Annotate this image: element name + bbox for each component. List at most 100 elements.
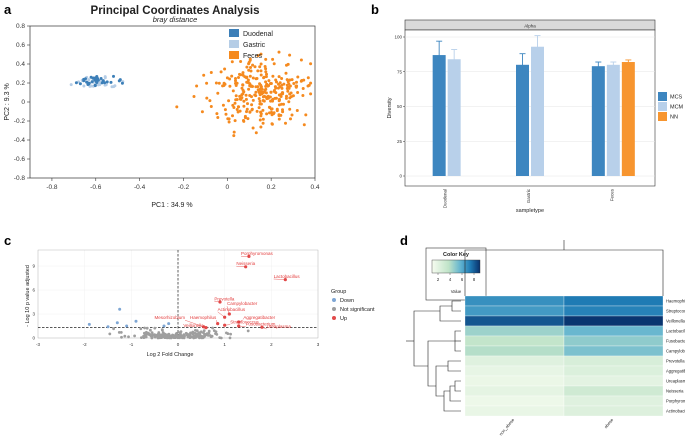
pcoa-point-feces [221, 84, 225, 88]
pcoa-point-feces [295, 109, 299, 112]
pcoa-point-feces [280, 102, 283, 106]
pcoa-ytick-label: -0.8 [14, 175, 26, 182]
pcoa-point-feces [230, 60, 234, 64]
pcoa-point-feces [215, 112, 219, 116]
pcoa-point-feces [277, 114, 281, 118]
pcoa-point-feces [233, 119, 237, 123]
row-dendrogram-branch [439, 305, 461, 322]
pcoa-point-feces [274, 78, 278, 82]
heatmap-row-label: Fusobacterium [666, 339, 685, 344]
pcoa-point-feces [269, 107, 273, 111]
heatmap-row-label: Neisseria [666, 389, 684, 394]
pcoa-point-feces [265, 72, 268, 76]
pcoa-point-feces [269, 82, 273, 85]
alpha-ytick-label: 75 [397, 69, 403, 74]
pcoa-point-feces [270, 122, 274, 126]
volcano-label-leader [236, 266, 246, 267]
volcano-point-not-significant [178, 331, 182, 335]
row-dendrogram-branch [449, 385, 461, 402]
pcoa-point-feces [265, 112, 269, 116]
pcoa-point-feces [270, 113, 274, 117]
pcoa-point-feces [227, 99, 231, 103]
alpha-ytick-label: 100 [394, 35, 402, 40]
pcoa-point-duodenal [105, 80, 109, 84]
pcoa-point-duodenal [100, 81, 104, 85]
heatmap-cell-ureaplasma-non_obese [464, 375, 565, 387]
pcoa-point-feces [268, 111, 271, 115]
pcoa-point-feces [269, 90, 273, 94]
pcoa-point-feces [228, 77, 232, 81]
pcoa-point-feces [289, 117, 292, 121]
pcoa-point-feces [288, 53, 292, 57]
volcano-point-label: Lactobacillus [274, 274, 301, 279]
pcoa-point-duodenal [84, 77, 87, 81]
pcoa-point-feces [259, 83, 263, 87]
volcano-point-label: Mesorhizobium [154, 315, 185, 320]
volcano-point-up [237, 320, 241, 324]
pcoa-xtick-label: 0.2 [267, 184, 276, 191]
pcoa-point-feces [241, 88, 245, 92]
legend-swatch-mcm [658, 102, 667, 111]
pcoa-point-feces [205, 96, 209, 100]
pcoa-point-feces [247, 87, 251, 91]
legend-label-mcm: MCM [670, 105, 684, 111]
pcoa-point-feces [251, 98, 255, 102]
pcoa-point-feces [232, 134, 236, 138]
pcoa-point-feces [292, 82, 296, 85]
pcoa-point-feces [261, 117, 265, 121]
pcoa-point-feces [241, 73, 245, 77]
volcano-point-not-significant [119, 331, 123, 334]
pcoa-point-feces [239, 73, 243, 77]
volcano-point-not-significant [108, 332, 112, 336]
pcoa-point-feces [242, 119, 246, 123]
heatmap-cell-streptococcus-non_obese [464, 305, 565, 317]
volcano-point-not-significant [144, 335, 148, 339]
volcano-ytick-label: 9 [32, 264, 35, 269]
heatmap-row-label: Aggregatibacter [666, 369, 685, 374]
volcano-point-not-significant [183, 334, 186, 338]
panel-a-pcoa: a Principal Coordinates Analysis bray di… [4, 2, 320, 209]
volcano-point-not-significant [153, 333, 156, 336]
pcoa-point-feces [246, 117, 250, 121]
volcano-point-down [106, 325, 110, 329]
alpha-xtick-label: Duodenal [443, 189, 448, 208]
pcoa-point-feces [271, 74, 275, 78]
alpha-xtick-label: Gastric [526, 188, 531, 203]
pcoa-point-feces [271, 57, 275, 61]
pcoa-point-feces [259, 69, 263, 73]
pcoa-point-feces [275, 107, 279, 111]
volcano-point-label: Fusobacterium [246, 322, 276, 327]
volcano-point-down [115, 321, 119, 325]
volcano-point-down [87, 322, 91, 326]
alpha-bar-mcm-gastric [531, 46, 544, 177]
volcano-xtick-label: -2 [83, 342, 87, 347]
pcoa-point-feces [223, 82, 227, 86]
heatmap-cell-streptococcus-obese [563, 305, 664, 317]
volcano-point-not-significant [150, 336, 154, 340]
pcoa-point-feces [267, 105, 271, 109]
pcoa-point-feces [237, 76, 240, 79]
pcoa-point-feces [231, 89, 235, 93]
pcoa-point-feces [257, 106, 261, 110]
pcoa-point-feces [261, 95, 265, 99]
pcoa-point-feces [223, 67, 227, 71]
pcoa-point-duodenal [112, 74, 115, 78]
pcoa-point-duodenal [78, 82, 82, 86]
pcoa-point-feces [232, 130, 236, 134]
volcano-point-not-significant [174, 335, 177, 339]
legend-label-not-significant: Not significant [340, 307, 375, 313]
pcoa-point-feces [230, 74, 234, 78]
heatmap-cell-actinobacillus-non_obese [464, 405, 565, 417]
volcano-label-leader [226, 306, 230, 315]
pcoa-point-feces [226, 117, 230, 121]
pcoa-point-feces [257, 88, 261, 92]
heatmap-column-label: non_obese [498, 417, 516, 437]
pcoa-point-feces [280, 77, 284, 80]
color-key-tick-label: 2 [437, 277, 440, 282]
alpha-bar-nn-feces [621, 62, 635, 176]
pcoa-point-feces [227, 120, 231, 124]
volcano-point-not-significant [214, 330, 218, 334]
panel-c-volcano: c -3 -2 -1 0 1 2 3 0 3 6 9 Porphyromonas Neisseria… [4, 233, 375, 358]
panel-label-b: b [371, 2, 379, 17]
pcoa-point-feces [258, 65, 262, 69]
